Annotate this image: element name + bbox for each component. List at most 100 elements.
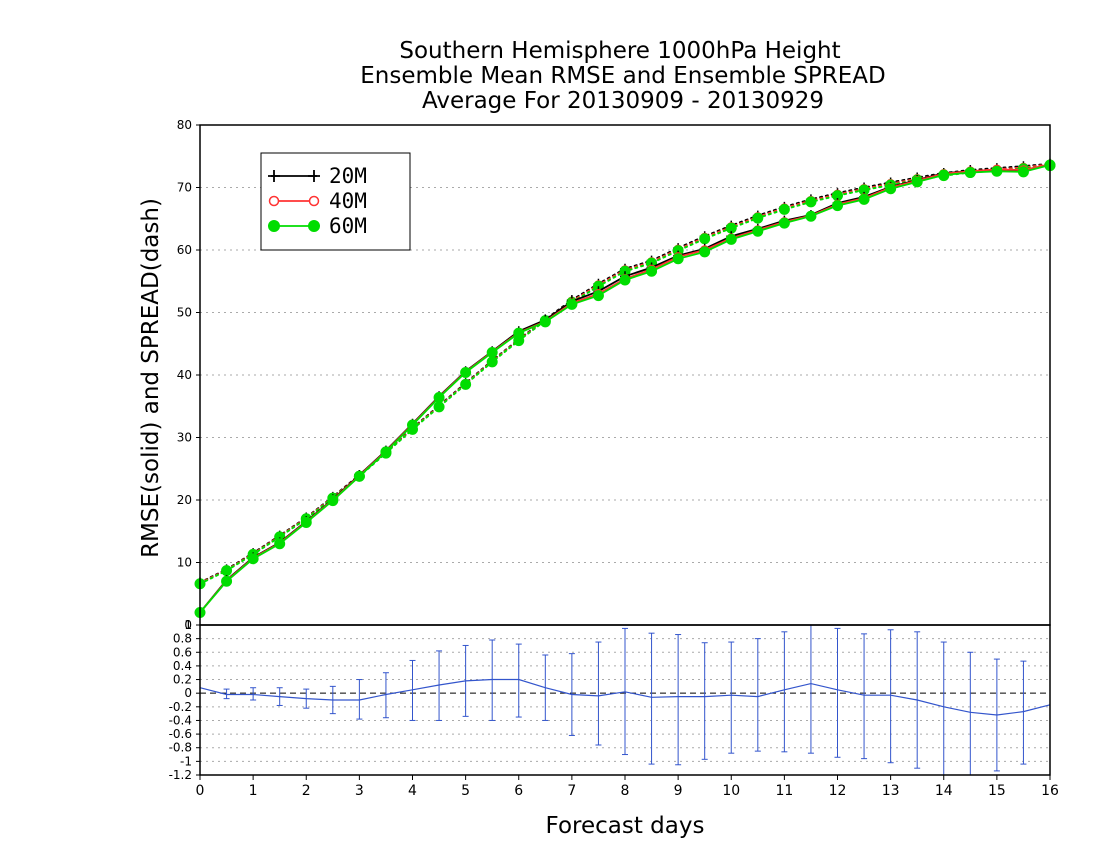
error-bar-20 bbox=[754, 638, 761, 752]
x-tick-label-15: 15 bbox=[988, 783, 1006, 799]
bottom-y-tick-label-0.6: 0.6 bbox=[173, 645, 192, 659]
legend-marker-40M-0 bbox=[268, 195, 280, 207]
x-axis-title: Forecast days bbox=[546, 813, 705, 839]
legend-marker-20M-1 bbox=[308, 170, 320, 182]
x-tick-label-3: 3 bbox=[355, 783, 364, 799]
series-point-60M-rmse-4 bbox=[300, 517, 312, 528]
error-bar-17 bbox=[675, 634, 682, 766]
bottom-y-tick-label--1: -1 bbox=[180, 754, 192, 768]
legend-label-40M: 40M bbox=[329, 189, 367, 213]
series-point-60M-rmse-18 bbox=[672, 253, 684, 265]
bottom-y-tick-label-0.4: 0.4 bbox=[173, 659, 192, 673]
series-point-60M-rmse-17 bbox=[646, 265, 658, 277]
error-bar-1 bbox=[250, 687, 257, 701]
series-point-60M-rmse-26 bbox=[885, 183, 897, 195]
top-panel-grid bbox=[200, 187, 1050, 563]
error-bar-23 bbox=[834, 627, 841, 758]
series-point-60M-rmse-25 bbox=[858, 193, 870, 205]
series-point-60M-rmse-22 bbox=[778, 217, 790, 229]
error-bar-10 bbox=[489, 639, 496, 721]
bottom-y-tick-label-0: 0 bbox=[184, 686, 192, 700]
x-tick-label-12: 12 bbox=[829, 783, 847, 799]
series-point-60M-rmse-8 bbox=[407, 419, 418, 431]
series-point-60M-spread-9 bbox=[433, 401, 445, 413]
bottom-y-tick-label--0.2: -0.2 bbox=[169, 700, 192, 714]
series-point-60M-rmse-30 bbox=[991, 165, 1003, 177]
legend-marker-60M-1 bbox=[308, 220, 320, 232]
series-point-60M-rmse-10 bbox=[460, 367, 472, 378]
error-bar-30 bbox=[1020, 660, 1027, 765]
series-point-60M-rmse-1 bbox=[221, 575, 233, 587]
error-bar-5 bbox=[356, 679, 363, 720]
bottom-y-tick-label-top: 0 bbox=[184, 618, 192, 632]
x-tick-label-8: 8 bbox=[621, 783, 630, 799]
y-tick-label-80: 80 bbox=[177, 118, 192, 132]
y-tick-label-30: 30 bbox=[177, 431, 192, 445]
error-bar-19 bbox=[728, 641, 735, 754]
series-point-60M-rmse-5 bbox=[327, 495, 339, 507]
x-tick-label-13: 13 bbox=[882, 783, 900, 799]
bottom-y-tick-label--1.2: -1.2 bbox=[169, 768, 192, 782]
top-panel-y-ticks: 10 20 30 40 50 60 70 80 bbox=[177, 118, 200, 570]
series-point-60M-rmse-6 bbox=[353, 470, 365, 482]
error-bar-16 bbox=[648, 632, 655, 765]
series-point-60M-spread-1 bbox=[221, 565, 233, 577]
legend-label-20M: 20M bbox=[329, 164, 367, 188]
error-bar-7 bbox=[409, 659, 416, 721]
title-line-2: Ensemble Mean RMSE and Ensemble SPREAD bbox=[360, 63, 885, 89]
series-point-60M-rmse-24 bbox=[832, 200, 843, 212]
chart-title: Southern Hemisphere 1000hPa Height Ensem… bbox=[360, 38, 885, 114]
series-point-60M-rmse-15 bbox=[592, 290, 604, 302]
x-tick-label-7: 7 bbox=[567, 783, 576, 799]
series-point-60M-rmse-13 bbox=[539, 316, 551, 328]
series-point-60M-rmse-12 bbox=[513, 327, 525, 339]
error-bar-21 bbox=[781, 631, 788, 753]
series-point-60M-rmse-29 bbox=[964, 167, 976, 178]
series-point-60M-rmse-28 bbox=[938, 169, 950, 181]
series-point-60M-rmse-21 bbox=[752, 225, 764, 237]
top-panel-series bbox=[194, 158, 1056, 618]
series-point-60M-rmse-9 bbox=[433, 392, 445, 403]
error-bar-28 bbox=[967, 651, 974, 776]
series-point-60M-rmse-19 bbox=[699, 246, 711, 258]
y-tick-label-10: 10 bbox=[177, 556, 192, 570]
bottom-panel-series bbox=[199, 624, 1051, 776]
series-point-60M-spread-19 bbox=[699, 233, 711, 245]
series-point-60M-rmse-31 bbox=[1017, 166, 1029, 178]
error-bar-27 bbox=[940, 641, 947, 776]
x-axis-ticks: 0 1 2 3 4 5 6 7 8 9 10 11 12 13 14 15 16 bbox=[196, 775, 1059, 799]
series-point-60M-rmse-27 bbox=[911, 176, 923, 188]
x-tick-label-4: 4 bbox=[408, 783, 417, 799]
bottom-y-tick-label--0.4: -0.4 bbox=[169, 713, 192, 727]
x-tick-label-11: 11 bbox=[775, 783, 793, 799]
error-bar-11 bbox=[515, 643, 522, 718]
series-point-60M-spread-22 bbox=[778, 203, 790, 215]
x-tick-label-0: 0 bbox=[196, 783, 205, 799]
bottom-y-tick-label-0.2: 0.2 bbox=[173, 673, 192, 687]
error-bar-8 bbox=[436, 650, 443, 721]
series-point-60M-rmse-20 bbox=[725, 233, 737, 245]
y-tick-label-40: 40 bbox=[177, 368, 192, 382]
bottom-y-tick-label-0.8: 0.8 bbox=[173, 632, 192, 646]
x-tick-label-9: 9 bbox=[674, 783, 683, 799]
bottom-y-tick-label-1: 1 bbox=[184, 618, 192, 632]
error-bar-6 bbox=[382, 672, 389, 719]
bottom-panel-frame bbox=[199, 624, 1051, 776]
x-tick-label-10: 10 bbox=[722, 783, 740, 799]
series-point-60M-rmse-14 bbox=[566, 298, 578, 310]
series-point-60M-rmse-7 bbox=[380, 446, 392, 458]
title-line-3: Average For 20130909 - 20130929 bbox=[422, 88, 824, 114]
x-tick-label-6: 6 bbox=[514, 783, 523, 799]
y-tick-label-20: 20 bbox=[177, 493, 192, 507]
error-bar-0 bbox=[223, 688, 230, 700]
x-tick-label-1: 1 bbox=[249, 783, 258, 799]
x-tick-label-14: 14 bbox=[935, 783, 953, 799]
legend-marker-40M-1 bbox=[308, 195, 320, 207]
error-bar-14 bbox=[595, 641, 602, 746]
series-point-60M-spread-21 bbox=[752, 212, 764, 224]
series-point-60M-spread-23 bbox=[805, 196, 817, 208]
series-point-60M-rmse-11 bbox=[486, 347, 498, 358]
series-point-60M-spread-11 bbox=[486, 356, 498, 368]
